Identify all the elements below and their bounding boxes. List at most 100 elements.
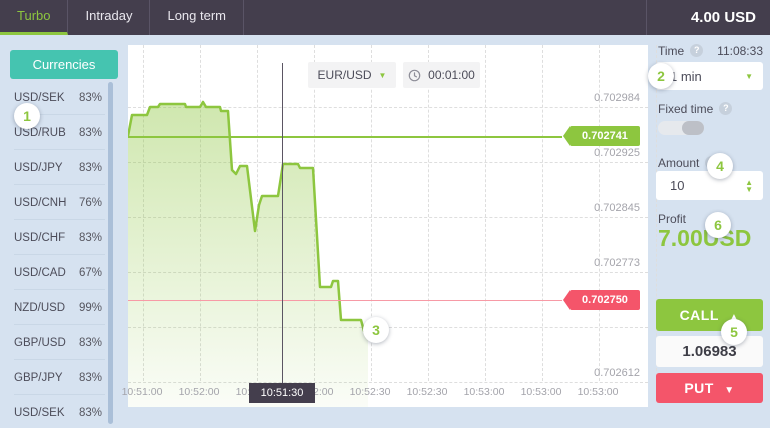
price-series-chart [128, 100, 370, 407]
tab-turbo[interactable]: Turbo [0, 0, 69, 35]
pair-row-usd-jpy[interactable]: USD/JPY 83% [0, 150, 126, 185]
toggle-knob [682, 121, 704, 135]
time-axis-label: 10:52:30 [349, 386, 391, 398]
tab-long-term[interactable]: Long term [150, 0, 245, 35]
pair-payout-value: 67% [78, 266, 102, 279]
grid-line-horizontal [128, 272, 648, 273]
call-up-icon: ▲ [729, 312, 740, 323]
pair-payout-value: 83% [78, 91, 102, 104]
currency-pair-list: USD/SEK 83% USD/RUB 83% USD/JPY 83% USD/CNH 76%… [0, 80, 126, 428]
time-axis-label: 10:52:30 [406, 386, 448, 398]
grid-line-vertical [542, 45, 543, 381]
pair-name-label: USD/CNH [14, 196, 67, 209]
strike-price-line [128, 300, 562, 301]
step-badge-4: 4 [707, 153, 733, 179]
pair-name-label: GBP/JPY [14, 371, 63, 384]
sidebar-scrollbar[interactable] [108, 82, 113, 424]
fixed-time-toggle[interactable] [658, 121, 704, 135]
chart-panel: 0.702741 0.702750 0.702984 0.702925 0.7028… [122, 45, 657, 407]
tab-intraday[interactable]: Intraday [68, 0, 151, 35]
clock-icon [408, 69, 421, 81]
pair-row-usd-rub[interactable]: USD/RUB 83% [0, 115, 126, 150]
chevron-down-icon: ▼ [378, 70, 387, 80]
pair-row-gbp-jpy[interactable]: GBP/JPY 83% [0, 360, 126, 395]
time-axis-label: 10:53:00 [463, 386, 505, 398]
grid-line-vertical [371, 45, 372, 381]
stepper-down-icon[interactable]: ▼ [745, 184, 753, 194]
pair-row-usd-sek[interactable]: USD/SEK 83% [0, 395, 126, 428]
series-line [128, 100, 370, 333]
pair-row-usd-sek[interactable]: USD/SEK 83% [0, 80, 126, 115]
chevron-down-icon: ▼ [745, 71, 753, 81]
crosshair-time-badge: 10:51:30 [249, 383, 315, 403]
pair-name-label: USD/SEK [14, 406, 65, 419]
price-axis-label: 0.702925 [594, 147, 640, 159]
pair-row-nzd-usd[interactable]: NZD/USD 99% [0, 290, 126, 325]
put-button[interactable]: PUT ▼ [656, 373, 763, 403]
duration-value: 1 min [670, 68, 702, 84]
account-balance[interactable]: 4.00 USD [646, 0, 770, 35]
sidebar: Currencies USD/SEK 83% USD/RUB 83% USD/JPY 83… [0, 35, 126, 428]
symbol-select[interactable]: EUR/USD ▼ [308, 62, 396, 88]
price-axis-label: 0.702773 [594, 257, 640, 269]
price-axis-label: 0.702612 [594, 367, 640, 379]
pair-payout-value: 99% [78, 301, 102, 314]
series-area-fill [128, 102, 368, 407]
pair-row-usd-chf[interactable]: USD/CHF 83% [0, 220, 126, 255]
topbar: Turbo Intraday Long term 4.00 USD [0, 0, 770, 35]
grid-line-vertical [485, 45, 486, 381]
expiry-timer[interactable]: 00:01:00 [403, 62, 480, 88]
put-down-icon: ▼ [724, 385, 735, 396]
time-axis-label: 10:53:00 [577, 386, 619, 398]
time-help-icon[interactable]: ? [690, 44, 704, 57]
profit-value: 7.00USD [658, 225, 752, 251]
pair-name-label: GBP/USD [14, 336, 66, 349]
grid-line-horizontal [128, 162, 648, 163]
current-price-tag: 0.702741 [563, 126, 640, 146]
price-axis-label: 0.702984 [594, 92, 640, 104]
step-badge-5: 5 [721, 319, 747, 345]
pair-payout-value: 83% [78, 231, 102, 244]
step-badge-3: 3 [363, 317, 389, 343]
server-time: 11:08:33 [717, 43, 763, 58]
currencies-button[interactable]: Currencies [10, 50, 118, 79]
pair-row-usd-cnh[interactable]: USD/CNH 76% [0, 185, 126, 220]
time-axis-label: 10:53:00 [520, 386, 562, 398]
pair-name-label: USD/CHF [14, 231, 66, 244]
grid-line-vertical [428, 45, 429, 381]
strike-price-tag: 0.702750 [563, 290, 640, 310]
pair-payout-value: 83% [78, 126, 102, 139]
grid-line-vertical [599, 45, 600, 381]
crosshair-vertical-line [282, 63, 283, 383]
amount-label: Amount [658, 155, 700, 170]
step-badge-6: 6 [705, 212, 731, 238]
time-axis-label: 10:52:00 [178, 386, 220, 398]
grid-line-horizontal [128, 382, 648, 383]
step-badge-1: 1 [14, 103, 40, 129]
pair-payout-value: 83% [78, 371, 102, 384]
call-label: CALL [679, 307, 719, 323]
grid-line-horizontal [128, 107, 648, 108]
grid-line-vertical [656, 45, 657, 381]
amount-stepper[interactable]: ▲ ▼ [745, 177, 753, 194]
pair-row-gbp-usd[interactable]: GBP/USD 83% [0, 325, 126, 360]
current-price-line [128, 136, 562, 138]
pair-name-label: USD/CAD [14, 266, 66, 279]
call-button[interactable]: CALL ▲ [656, 299, 763, 331]
expiry-timer-value: 00:01:00 [428, 68, 475, 82]
pair-payout-value: 76% [78, 196, 102, 209]
profit-label: Profit [658, 211, 687, 226]
amount-field: ▲ ▼ [656, 171, 763, 200]
expiry-tabs: Turbo Intraday Long term [0, 0, 245, 35]
pair-row-usd-cad[interactable]: USD/CAD 67% [0, 255, 126, 290]
purchase-price: 1.06983 [656, 336, 763, 367]
fixed-time-label: Fixed time [658, 101, 714, 116]
fixed-time-help-icon[interactable]: ? [719, 102, 733, 115]
stepper-up-icon[interactable]: ▲ [745, 177, 753, 187]
symbol-label: EUR/USD [317, 68, 372, 82]
amount-input[interactable] [656, 178, 716, 193]
time-label: Time [658, 43, 685, 58]
grid-line-horizontal [128, 217, 648, 218]
put-label: PUT [684, 380, 714, 396]
